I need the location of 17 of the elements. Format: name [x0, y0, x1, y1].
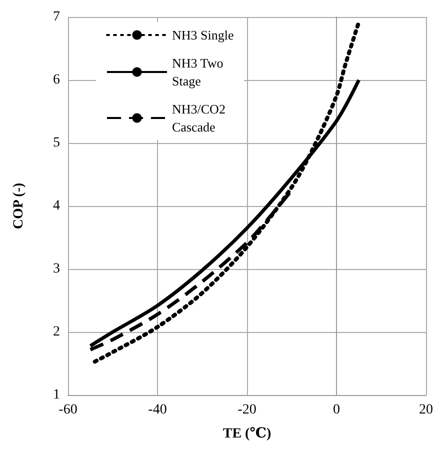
legend-label: NH3/CO2 Cascade: [172, 102, 229, 134]
x-tick-label: -60: [58, 402, 78, 418]
x-tick-label: -40: [148, 402, 167, 418]
y-tick-label: 5: [53, 136, 60, 150]
x-tick-label: -20: [238, 402, 256, 418]
x-tick-label: 20: [419, 402, 433, 418]
legend-label: NH3 Two Stage: [172, 56, 226, 88]
y-tick-label: 6: [53, 72, 60, 88]
y-axis-title: COP (-): [12, 182, 26, 230]
y-tick-label: 4: [53, 198, 60, 214]
y-tick-label: 3: [53, 262, 60, 276]
x-tick-label: 0: [333, 402, 340, 418]
y-tick-label: 7: [53, 10, 60, 24]
legend-label: NH3 Single: [172, 28, 234, 42]
x-axis-title: TE (℃): [222, 426, 272, 442]
y-tick-label: 1: [53, 388, 60, 402]
y-tick-label: 2: [53, 324, 60, 340]
